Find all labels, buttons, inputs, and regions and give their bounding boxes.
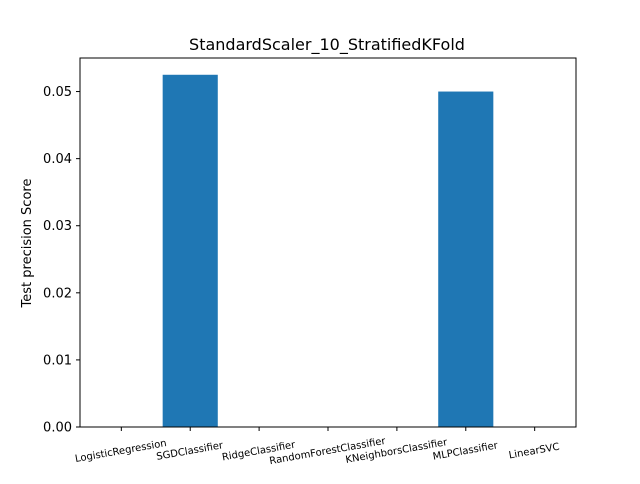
bar-SGDClassifier <box>162 74 218 427</box>
y-axis-label: Test precision Score <box>20 179 35 309</box>
bars-group <box>162 74 494 427</box>
chart-title: StandardScaler_10_StratifiedKFold <box>189 35 465 55</box>
x-tick-label: LogisticRegression <box>74 438 167 465</box>
y-tick-label: 0.05 <box>43 85 72 100</box>
bar-MLPClassifier <box>438 91 494 427</box>
y-tick-label: 0.04 <box>43 152 72 167</box>
plot-area-frame <box>79 57 577 428</box>
y-axis: 0.00 0.01 0.02 0.03 0.04 0.05 <box>43 85 80 436</box>
y-tick-label: 0.00 <box>43 421 72 436</box>
y-tick-label: 0.01 <box>43 353 72 368</box>
x-axis: LogisticRegressionSGDClassifierRidgeClas… <box>74 427 560 467</box>
x-tick-label: LinearSVC <box>508 442 560 462</box>
y-tick-label: 0.02 <box>43 286 72 301</box>
y-tick-label: 0.03 <box>43 219 72 234</box>
